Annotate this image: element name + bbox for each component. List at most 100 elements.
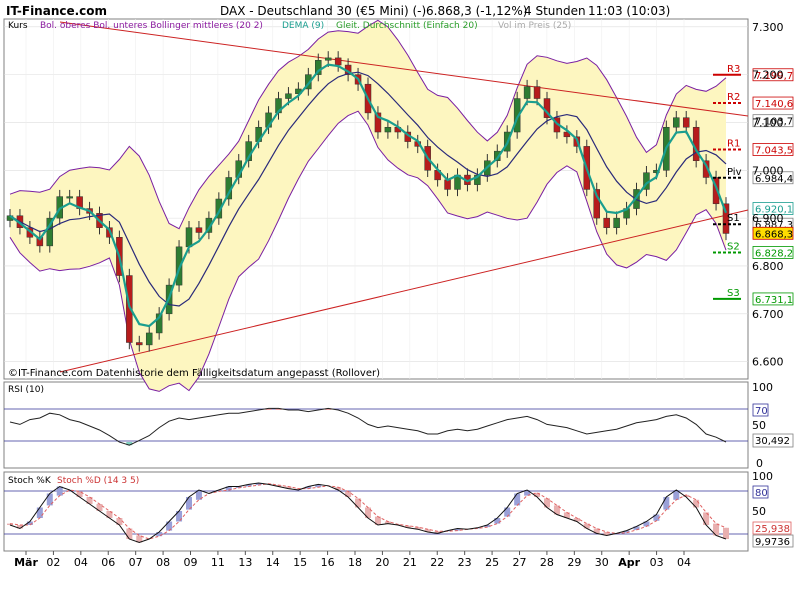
price-tick-label: 7.300 [752, 21, 784, 34]
x-tick-label: 20 [375, 556, 389, 569]
candle-body [185, 227, 193, 248]
x-axis-labels: Mär 02 04 06 07 08 09 11 13 14 15 16 18 20 21 22 23 25 27 2… [14, 551, 691, 569]
pivot-value-box [752, 68, 794, 82]
pivot-value-box [752, 96, 794, 110]
stoch-d-title: Stoch %D (14 3 5) [57, 476, 139, 486]
candle-body [315, 60, 322, 75]
candle-body [324, 57, 332, 61]
x-tick-label: 02 [46, 556, 60, 569]
pivot-value-box [752, 143, 794, 156]
candle-body [374, 112, 382, 133]
x-tick-label: 27 [513, 556, 527, 569]
rsi-70-label: 70 [755, 406, 768, 417]
candle-body [692, 126, 700, 161]
pivot-value-label: 7.043,5 [755, 145, 793, 156]
candle-body [712, 177, 720, 205]
x-tick-label: Apr [618, 556, 640, 569]
sma-line [9, 71, 727, 307]
bollinger-upper-line [9, 19, 727, 230]
pivot-value-label: 6.731,1 [755, 295, 793, 306]
pivot-value-label: 7.199,7 [755, 71, 793, 82]
rsi-value-label: 30,492 [755, 436, 790, 447]
x-tick-label: 06 [101, 556, 115, 569]
pivot-label-s2: S2 [727, 241, 740, 252]
x-tick-label: 18 [348, 556, 362, 569]
candle-body [673, 117, 680, 128]
x-tick-label: 25 [485, 556, 499, 569]
candle-body [126, 275, 133, 343]
price-tick-label: 7.200 [752, 69, 784, 82]
rsi-title: RSI (10) [8, 385, 44, 395]
candle-body [384, 126, 392, 133]
quote: 6.868,3 (-1,12%) [426, 4, 527, 18]
candle-body [593, 189, 600, 219]
x-tick-label: 07 [129, 556, 143, 569]
pivot-value-label: 7.103,7 [755, 117, 793, 128]
candle-body [513, 98, 521, 133]
x-tick-label: 21 [403, 556, 417, 569]
pivot-label-r3: R3 [727, 64, 740, 75]
x-tick-label: 04 [74, 556, 88, 569]
rsi-panel [3, 381, 749, 469]
candle-body [175, 246, 183, 286]
pivot-value-box [752, 246, 794, 259]
candle-body [702, 160, 710, 178]
stoch-d-line [9, 483, 727, 540]
timeframe: 4 Stunden [524, 4, 586, 18]
stoch-tick-50: 50 [752, 505, 766, 518]
dema-line [9, 63, 728, 328]
legend-kurs: Kurs [8, 21, 28, 31]
price-tick-label: 7.000 [752, 164, 784, 177]
candle-body [444, 179, 451, 190]
candle-body [603, 217, 610, 228]
x-tick-label: 11 [211, 556, 225, 569]
pivot-value-label: 6.984,4 [755, 174, 793, 185]
x-tick-label: 29 [567, 556, 581, 569]
stoch-d-value: 25,938 [755, 524, 790, 535]
candle-body [195, 227, 203, 233]
candle-body [494, 150, 501, 161]
price-tick-label: 6.700 [752, 308, 784, 321]
x-tick-label: 28 [540, 556, 554, 569]
pivot-value-label: 6.920,1 [755, 205, 793, 216]
x-tick-label: Mär [14, 556, 38, 569]
support-trendline [59, 209, 749, 373]
price-tick-label: 6.900 [752, 212, 784, 225]
price-tick-label: 6.600 [752, 356, 784, 369]
x-tick-label: 04 [677, 556, 691, 569]
price-tick-label: 6.800 [752, 260, 784, 273]
candle-body [285, 93, 292, 99]
x-tick-label: 23 [458, 556, 472, 569]
x-tick-label: 13 [238, 556, 252, 569]
chart-title: DAX - Deutschland 30 (€5 Mini) (-) [220, 4, 426, 18]
pivot-value-box [752, 202, 794, 215]
legend-dema: DEMA (9) [282, 21, 324, 31]
time: 11:03 (10:03) [588, 4, 670, 18]
x-tick-label: 22 [430, 556, 444, 569]
pivot-value-box [752, 226, 794, 240]
rsi-tick-50: 50 [752, 419, 766, 432]
candle-body [682, 117, 690, 128]
legend-sma: Gleit. Durchschnitt (Einfach 20) [336, 21, 478, 31]
candle-body [145, 332, 153, 346]
pivot-value-box [752, 114, 794, 128]
stoch-tick-100: 100 [752, 470, 773, 483]
x-tick-label: 14 [266, 556, 280, 569]
candle-body [722, 203, 730, 234]
x-tick-label: 30 [595, 556, 609, 569]
price-axis-labels: 7.300 7.200 7.100 7.000 6.900 6.800 6.700 6.600 [752, 21, 784, 369]
price-tick-label: 7.100 [752, 116, 784, 129]
pivot-value-label: 6.887,3 [755, 220, 793, 231]
candle-body [613, 217, 620, 228]
candle-body [474, 174, 481, 185]
candle-body [46, 217, 54, 247]
pivot-label-r2: R2 [727, 92, 740, 103]
candle-body [155, 313, 163, 334]
rsi-tick-100: 100 [752, 381, 773, 394]
x-tick-label: 09 [184, 556, 198, 569]
stoch-k-title: Stoch %K [8, 476, 52, 486]
footer-note: ©IT-Finance.com Datenhistorie dem Fällig… [8, 368, 380, 379]
pivot-label-s1: S1 [727, 213, 740, 224]
legend-volume: Vol im Preis (25) [498, 21, 571, 31]
